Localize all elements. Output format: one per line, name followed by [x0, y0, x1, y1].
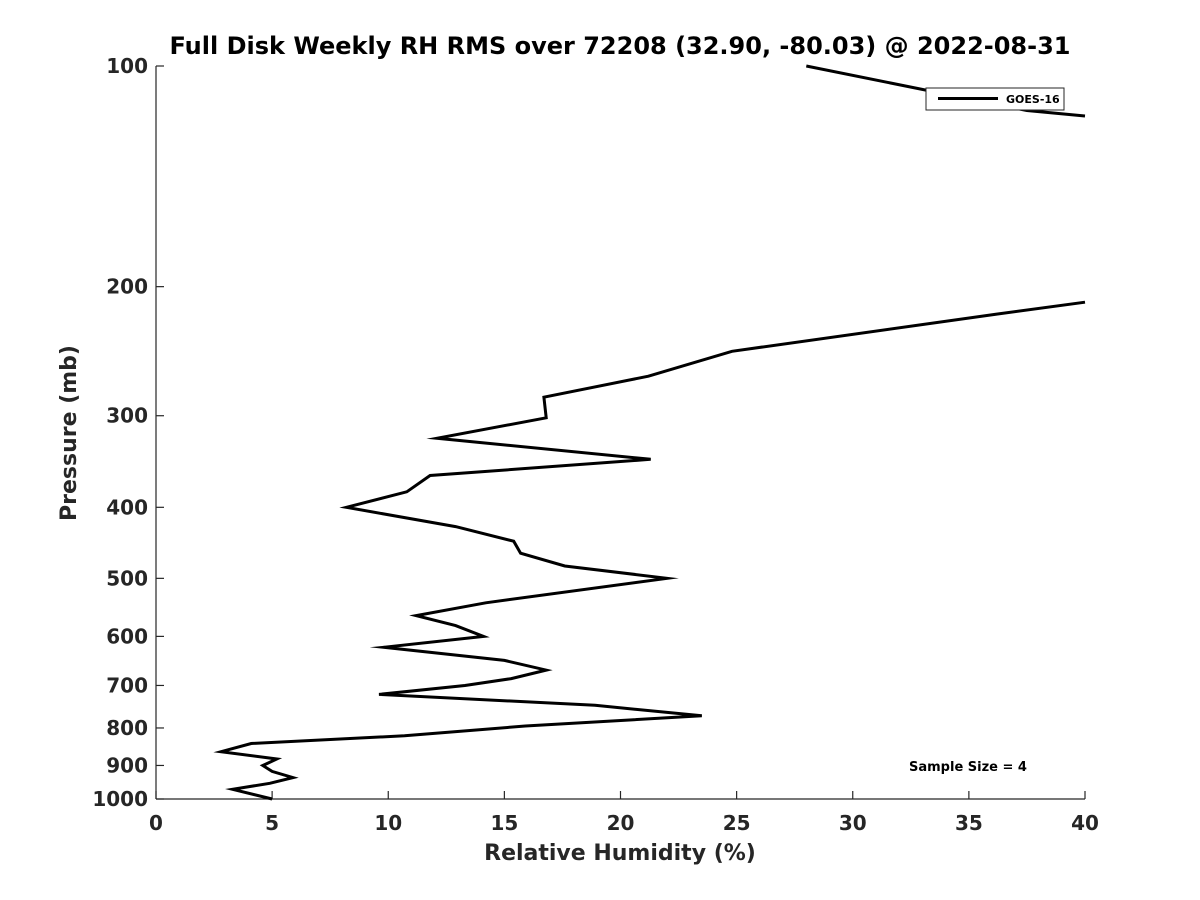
x-tick-label-1: 5	[265, 811, 279, 835]
chart-title: Full Disk Weekly RH RMS over 72208 (32.9…	[169, 32, 1070, 60]
x-tick-label-8: 40	[1071, 811, 1099, 835]
sample-size-annotation: Sample Size = 4	[909, 760, 1027, 775]
x-tick-label-5: 25	[723, 811, 751, 835]
x-tick-label-3: 15	[490, 811, 518, 835]
x-tick-label-2: 10	[374, 811, 402, 835]
y-tick-label-5: 600	[106, 624, 148, 648]
y-tick-label-2: 300	[106, 404, 148, 428]
y-axis-label: Pressure (mb)	[57, 345, 82, 521]
x-tick-label-4: 20	[607, 811, 635, 835]
y-tick-label-6: 700	[106, 673, 148, 697]
x-tick-label-7: 35	[955, 811, 983, 835]
y-tick-label-3: 400	[106, 495, 148, 519]
y-tick-label-8: 900	[106, 753, 148, 777]
plot-area: 0 5 10 15 20 25 30 35 40 100 200 300 400 500 600 700 800…	[92, 54, 1099, 835]
x-tick-label-0: 0	[149, 811, 163, 835]
legend: GOES-16	[925, 87, 1065, 111]
x-axis-label: Relative Humidity (%)	[484, 841, 756, 866]
x-tick-label-6: 30	[839, 811, 867, 835]
legend-entry-goes-16: GOES-16	[1006, 93, 1060, 106]
y-tick-label-4: 500	[106, 566, 148, 590]
y-tick-label-0: 100	[106, 54, 148, 78]
y-tick-label-9: 1000	[92, 787, 148, 811]
y-tick-label-1: 200	[106, 275, 148, 299]
y-tick-label-7: 800	[106, 716, 148, 740]
